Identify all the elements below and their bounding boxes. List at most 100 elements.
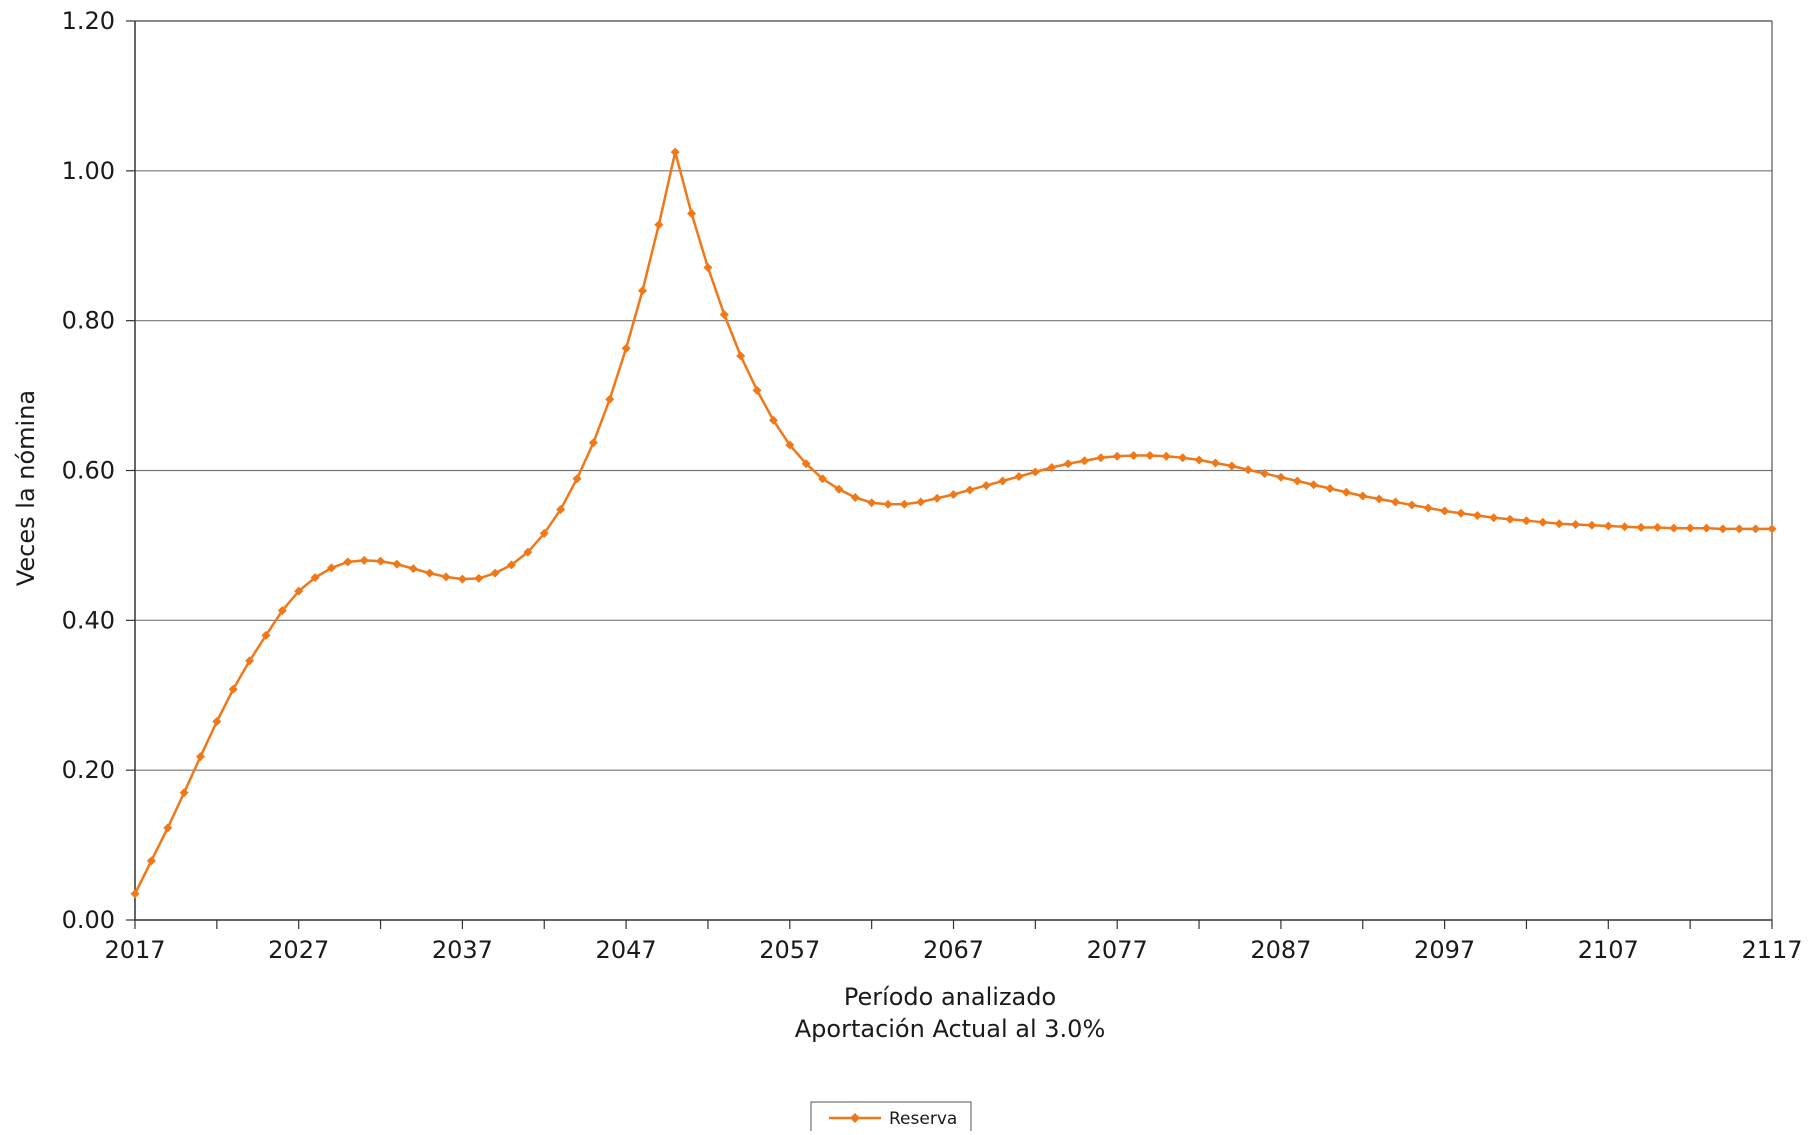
data-point: [1030, 467, 1040, 477]
data-point: [490, 568, 500, 578]
data-point: [343, 557, 353, 567]
data-point: [1652, 522, 1662, 532]
data-point: [1227, 461, 1237, 471]
data-point: [1751, 524, 1761, 534]
data-point: [801, 459, 811, 469]
data-point: [1669, 523, 1679, 533]
data-point: [1194, 455, 1204, 465]
data-point: [1292, 476, 1302, 486]
y-tick-label: 1.00: [62, 157, 115, 185]
legend-marker: [850, 1113, 860, 1123]
data-point: [163, 823, 173, 833]
data-point: [326, 563, 336, 573]
data-point: [310, 573, 320, 583]
data-point: [834, 484, 844, 494]
data-point: [179, 788, 189, 798]
data-point: [1358, 491, 1368, 501]
x-axis-title: Período analizado: [844, 983, 1056, 1011]
data-point: [736, 351, 746, 361]
data-point: [245, 656, 255, 666]
x-tick-label: 2027: [268, 936, 329, 964]
data-point: [376, 556, 386, 566]
data-point: [687, 209, 697, 219]
data-point: [1718, 524, 1728, 534]
data-point: [212, 716, 222, 726]
data-point: [965, 485, 975, 495]
data-point: [1063, 459, 1073, 469]
x-tick-label: 2067: [923, 936, 984, 964]
data-point: [1620, 522, 1630, 532]
data-point: [637, 286, 647, 296]
data-point: [457, 574, 467, 584]
data-point: [588, 438, 598, 448]
data-point: [408, 564, 418, 574]
series-reserva: [130, 147, 1777, 899]
data-point: [1309, 480, 1319, 490]
x-tick-label: 2107: [1578, 936, 1639, 964]
data-point: [670, 147, 680, 157]
data-point: [1243, 465, 1253, 475]
data-point: [1161, 451, 1171, 461]
data-point: [1587, 520, 1597, 530]
data-point: [1407, 500, 1417, 510]
x-tick-label: 2017: [104, 936, 165, 964]
data-point: [916, 497, 926, 507]
data-point: [1702, 523, 1712, 533]
x-axis-subtitle: Aportación Actual al 3.0%: [795, 1015, 1106, 1043]
data-point: [1423, 503, 1433, 513]
data-point: [1489, 513, 1499, 523]
data-point: [195, 752, 205, 762]
data-point: [719, 310, 729, 320]
data-point: [130, 889, 140, 899]
data-point: [768, 415, 778, 425]
data-point: [818, 474, 828, 484]
y-tick-label: 0.80: [62, 307, 115, 335]
y-tick-label: 0.40: [62, 606, 115, 634]
data-point: [1734, 524, 1744, 534]
data-point: [539, 528, 549, 538]
data-point: [1341, 487, 1351, 497]
data-point: [949, 489, 958, 499]
data-point: [1014, 471, 1024, 481]
data-point: [1178, 453, 1188, 463]
data-point: [1571, 519, 1581, 529]
y-tick-label: 1.20: [62, 7, 115, 35]
axes: [126, 20, 1773, 929]
data-point: [785, 440, 795, 450]
data-point: [1554, 519, 1564, 529]
data-point: [572, 474, 582, 484]
data-point: [1374, 494, 1384, 504]
data-point: [1603, 521, 1613, 531]
data-point: [425, 568, 435, 578]
data-point: [1456, 508, 1466, 518]
data-point: [277, 606, 287, 616]
x-tick-label: 2047: [596, 936, 657, 964]
data-point: [899, 499, 909, 509]
x-tick-label: 2077: [1087, 936, 1148, 964]
data-point: [867, 498, 877, 508]
y-tick-label: 0.20: [62, 756, 115, 784]
data-point: [1325, 483, 1335, 493]
data-point: [1390, 497, 1400, 507]
data-point: [1210, 458, 1220, 468]
x-tick-label: 2117: [1741, 936, 1802, 964]
data-point: [1096, 453, 1106, 463]
data-point: [1440, 506, 1450, 516]
y-tick-label: 0.00: [62, 906, 115, 934]
x-tick-label: 2037: [432, 936, 493, 964]
data-point: [228, 684, 238, 694]
y-axis-title: Veces la nómina: [12, 390, 40, 586]
data-point: [703, 262, 713, 272]
data-point: [1472, 510, 1482, 520]
data-point: [523, 547, 533, 557]
x-tick-label: 2087: [1250, 936, 1311, 964]
data-point: [752, 385, 762, 395]
data-point: [605, 394, 615, 404]
x-tick-label: 2057: [759, 936, 820, 964]
data-point: [441, 572, 451, 582]
data-point: [294, 586, 304, 596]
data-point: [654, 220, 664, 230]
